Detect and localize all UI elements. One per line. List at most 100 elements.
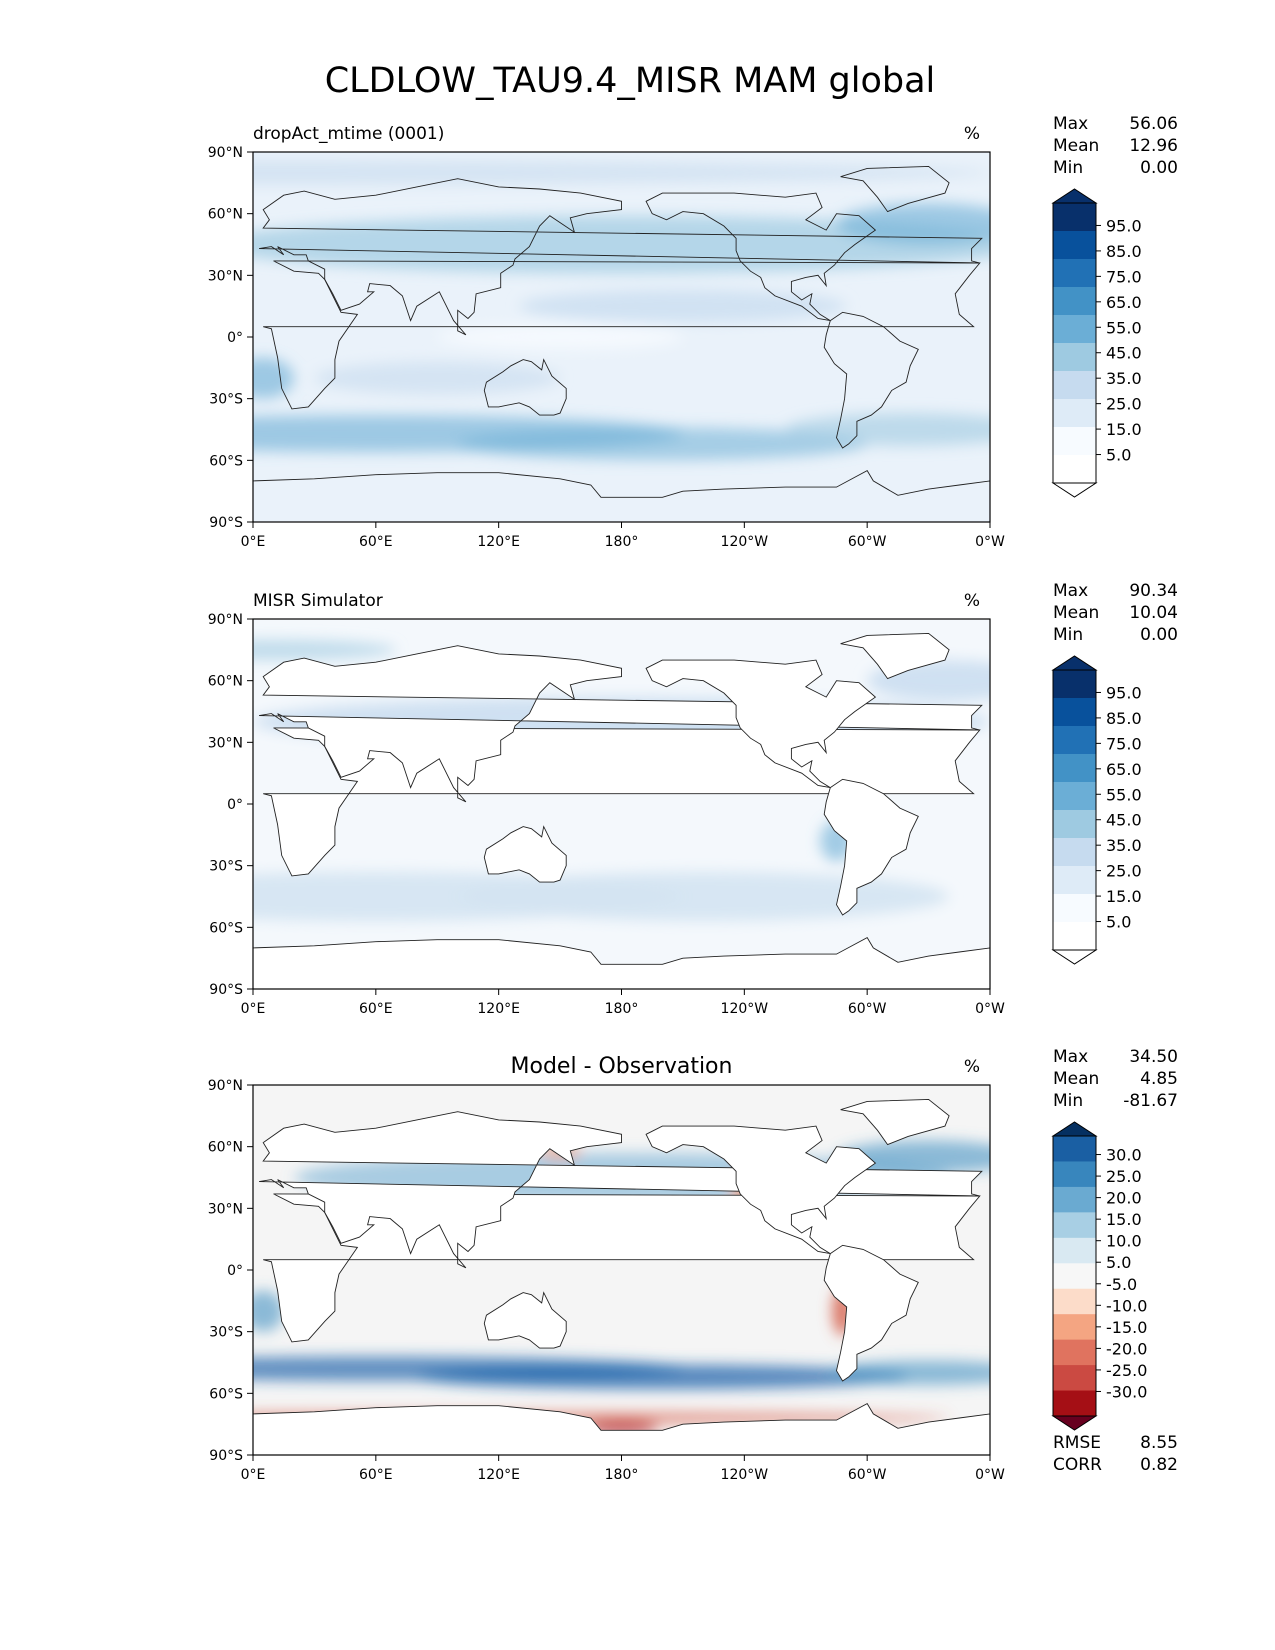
colorbar-segment bbox=[1053, 1161, 1096, 1188]
y-tick-label: 30°N bbox=[208, 268, 243, 284]
field-region bbox=[253, 357, 294, 399]
colorbar-segment bbox=[1053, 1288, 1096, 1315]
colorbar-segment bbox=[1053, 1365, 1096, 1392]
colorbar-tick-label: 85.0 bbox=[1106, 709, 1142, 728]
colorbar-segment bbox=[1053, 315, 1096, 344]
colorbar-segment bbox=[1053, 726, 1096, 755]
coastline-africa bbox=[263, 260, 981, 410]
colorbar-tick-label: 75.0 bbox=[1106, 734, 1142, 753]
coastline-africa-wrap bbox=[0, 728, 243, 876]
colorbar-tick-label: 30.0 bbox=[1106, 1146, 1142, 1165]
footer-value-rmse: 8.55 bbox=[1140, 1433, 1178, 1453]
y-tick-label: 60°N bbox=[208, 207, 243, 223]
colorbar-tick-label: 75.0 bbox=[1106, 267, 1142, 286]
colorbar-segment bbox=[1053, 1263, 1096, 1290]
colorbar-frame bbox=[1052, 669, 1097, 951]
field-region bbox=[826, 1360, 990, 1386]
x-tick-label: 60°E bbox=[359, 534, 393, 550]
units-label: % bbox=[964, 591, 980, 611]
stat-label-min: Min bbox=[1053, 1091, 1083, 1111]
colorbar-segment bbox=[1053, 1136, 1096, 1162]
colorbar-segment bbox=[1053, 343, 1096, 372]
colorbar-tick-label: 10.0 bbox=[1106, 1232, 1142, 1251]
x-tick-label: 0°E bbox=[241, 534, 266, 550]
panel-reference: MISR Simulator % 90°N 60°N 30°N 0° 30°S 60°S 90°… bbox=[0, 581, 1178, 1017]
colorbar-segment bbox=[1053, 455, 1096, 484]
colorbar-tick-label: 55.0 bbox=[1106, 318, 1142, 337]
coastline-namerica bbox=[645, 659, 877, 789]
colorbar-tick-label: -10.0 bbox=[1106, 1296, 1147, 1315]
y-tick-label: 90°N bbox=[208, 145, 243, 161]
x-tick-label: 0°E bbox=[241, 1001, 266, 1017]
y-tick-label: 0° bbox=[227, 797, 243, 813]
colorbar-segment bbox=[1053, 866, 1096, 895]
field-region bbox=[836, 203, 990, 245]
coastline-greenland bbox=[840, 1098, 950, 1146]
colorbar-tick-label: -20.0 bbox=[1106, 1339, 1147, 1358]
colorbar-extend-min bbox=[1051, 1415, 1098, 1431]
coastline-eurasia-wrap bbox=[0, 179, 245, 335]
colorbar-segment bbox=[1053, 894, 1096, 923]
colorbar-tick-label: -5.0 bbox=[1106, 1275, 1137, 1294]
field-region bbox=[416, 1364, 909, 1390]
coastline-eurasia bbox=[259, 178, 983, 336]
field-patterns bbox=[253, 160, 990, 461]
colorbar-segment bbox=[1053, 810, 1096, 839]
y-tick-label: 30°N bbox=[208, 735, 243, 751]
coastline-greenland bbox=[840, 165, 950, 213]
x-tick-label: 60°E bbox=[359, 1001, 393, 1017]
colorbar-tick-label: 15.0 bbox=[1106, 1210, 1142, 1229]
stat-value-mean: 12.96 bbox=[1129, 136, 1178, 156]
colorbar-tick-label: 5.0 bbox=[1106, 446, 1131, 465]
x-tick-label: 180° bbox=[605, 534, 639, 550]
field-region bbox=[253, 1290, 284, 1332]
footer-label-corr: CORR bbox=[1053, 1455, 1102, 1475]
x-tick-label: 180° bbox=[605, 1001, 639, 1017]
colorbar-segment bbox=[1053, 1237, 1096, 1264]
colorbar-tick-label: -15.0 bbox=[1106, 1318, 1147, 1337]
colorbar-extend-max bbox=[1051, 188, 1098, 204]
y-tick-label: 0° bbox=[227, 330, 243, 346]
x-tick-label: 60°W bbox=[848, 1001, 887, 1017]
stat-value-mean: 4.85 bbox=[1140, 1069, 1178, 1089]
colorbar-segment bbox=[1053, 399, 1096, 428]
colorbar-segment bbox=[1053, 371, 1096, 400]
y-tick-label: 60°N bbox=[208, 1140, 243, 1156]
y-tick-label: 60°N bbox=[208, 674, 243, 690]
stat-value-max: 90.34 bbox=[1129, 581, 1178, 601]
field-region bbox=[437, 324, 683, 350]
colorbar-segment bbox=[1053, 922, 1096, 951]
colorbar-tick-label: 5.0 bbox=[1106, 913, 1131, 932]
colorbar-tick-label: 55.0 bbox=[1106, 785, 1142, 804]
stat-value-max: 56.06 bbox=[1129, 114, 1178, 134]
units-label: % bbox=[964, 1057, 980, 1077]
colorbar-segment bbox=[1053, 287, 1096, 316]
stat-value-min: 0.00 bbox=[1140, 158, 1178, 178]
colorbar-extend-max bbox=[1051, 655, 1098, 671]
y-tick-label: 30°S bbox=[209, 859, 243, 875]
stat-value-min: -81.67 bbox=[1123, 1091, 1178, 1111]
y-tick-label: 30°S bbox=[209, 392, 243, 408]
y-tick-label: 90°S bbox=[209, 515, 243, 531]
colorbar-tick-label: 15.0 bbox=[1106, 887, 1142, 906]
colorbar: 30.0 25.0 20.0 15.0 10.0 5.0 -5.0 -10.0 -15.0 -20… bbox=[1051, 1121, 1147, 1431]
x-tick-label: 60°W bbox=[848, 534, 887, 550]
coastline-australia bbox=[483, 825, 567, 883]
field-region bbox=[253, 160, 990, 185]
colorbar-tick-label: 25.0 bbox=[1106, 862, 1142, 881]
colorbar-segment bbox=[1053, 782, 1096, 811]
coastline-namerica bbox=[645, 1125, 877, 1255]
colorbar-frame bbox=[1052, 202, 1097, 484]
coastline-eurasia-wrap bbox=[0, 1112, 245, 1268]
x-tick-label: 60°W bbox=[848, 1467, 887, 1483]
colorbar-segment bbox=[1053, 754, 1096, 783]
colorbar-tick-label: 5.0 bbox=[1106, 1253, 1131, 1272]
coastline-australia bbox=[483, 358, 567, 416]
y-tick-label: 90°N bbox=[208, 1078, 243, 1094]
contour-field bbox=[0, 152, 990, 522]
coastline-africa-wrap bbox=[0, 261, 243, 409]
coastline-namerica bbox=[645, 192, 877, 322]
colorbar-segment bbox=[1053, 1314, 1096, 1341]
coastline-samerica bbox=[823, 1244, 919, 1382]
x-tick-label: 120°E bbox=[477, 1467, 520, 1483]
